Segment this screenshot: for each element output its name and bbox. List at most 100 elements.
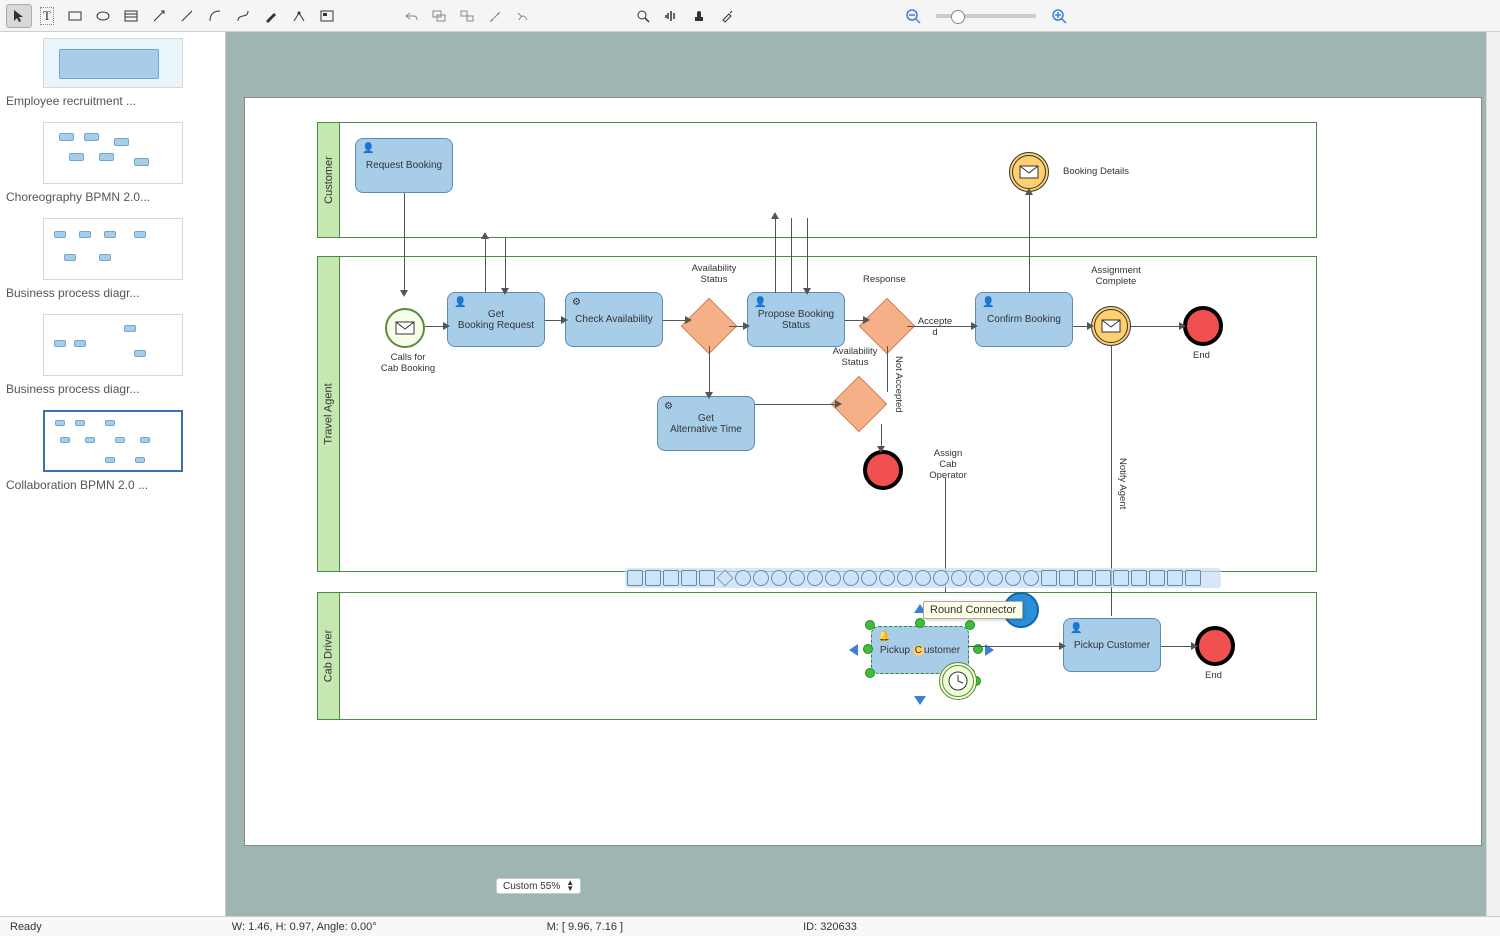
curve-tool[interactable] (202, 4, 228, 28)
connector-tool[interactable] (146, 4, 172, 28)
palette-shape[interactable] (1059, 570, 1075, 586)
palette-shape[interactable] (699, 570, 715, 586)
arrowhead-icon (501, 288, 509, 295)
palette-shape[interactable] (879, 570, 895, 586)
user-icon: 👤 (362, 143, 374, 154)
thumbnail[interactable]: Choreography BPMN 2.0... (6, 122, 219, 204)
thumbnail[interactable]: Collaboration BPMN 2.0 ... (6, 410, 219, 492)
palette-shape[interactable] (1149, 570, 1165, 586)
palette-shape[interactable] (1167, 570, 1183, 586)
palette-shape[interactable] (969, 570, 985, 586)
zoom-in-button[interactable] (1046, 4, 1072, 28)
page-thumbnails-panel: Employee recruitment ... Choreography BP… (0, 32, 226, 916)
pool-customer[interactable]: Customer (317, 122, 1317, 238)
palette-shape[interactable] (825, 570, 841, 586)
align-tool[interactable] (482, 4, 508, 28)
undo-tool[interactable] (398, 4, 424, 28)
palette-shape[interactable] (843, 570, 859, 586)
task-get-booking[interactable]: 👤 GetBooking Request (447, 292, 545, 347)
resize-handle[interactable] (863, 644, 873, 654)
event-timer[interactable] (939, 662, 977, 700)
palette-shape[interactable] (933, 570, 949, 586)
palette-shape[interactable] (987, 570, 1003, 586)
palette-shape[interactable] (789, 570, 805, 586)
rect-tool[interactable] (62, 4, 88, 28)
ellipse-tool[interactable] (90, 4, 116, 28)
resize-handle[interactable] (865, 620, 875, 630)
arrowhead-icon (443, 322, 450, 330)
palette-shape[interactable] (807, 570, 823, 586)
event-booking-details[interactable] (1009, 152, 1049, 192)
task-request-booking[interactable]: 👤 Request Booking (355, 138, 453, 193)
task-check-availability[interactable]: ⚙ Check Availability (565, 292, 663, 347)
task-propose-booking[interactable]: 👤 Propose BookingStatus (747, 292, 845, 347)
palette-shape[interactable] (771, 570, 787, 586)
line-tool[interactable] (174, 4, 200, 28)
thumbnail[interactable]: Employee recruitment ... (6, 38, 219, 108)
eyedropper-tool[interactable] (714, 4, 740, 28)
pool-label: Travel Agent (318, 257, 340, 571)
resize-handle[interactable] (965, 620, 975, 630)
palette-shape[interactable] (717, 570, 734, 587)
stamp-tool[interactable] (686, 4, 712, 28)
pool-cab-driver[interactable]: Cab Driver (317, 592, 1317, 720)
drawing-canvas[interactable]: Customer Travel Agent Cab Driver 👤 Reque… (244, 97, 1482, 846)
palette-shape[interactable] (1005, 570, 1021, 586)
vertical-scrollbar[interactable] (1486, 32, 1500, 916)
palette-shape[interactable] (735, 570, 751, 586)
zoom-slider[interactable] (936, 14, 1036, 18)
palette-shape[interactable] (1095, 570, 1111, 586)
envelope-icon (1019, 165, 1039, 179)
resize-handle[interactable] (865, 668, 875, 678)
pencil-tool[interactable] (258, 4, 284, 28)
task-pickup-customer-2[interactable]: 👤 Pickup Customer (1063, 618, 1161, 672)
palette-shape[interactable] (681, 570, 697, 586)
event-end-3[interactable] (1195, 626, 1235, 666)
palette-shape[interactable] (1023, 570, 1039, 586)
palette-shape[interactable] (1185, 570, 1201, 586)
ungroup-tool[interactable] (454, 4, 480, 28)
edit-points-tool[interactable] (286, 4, 312, 28)
text-tool[interactable]: T (34, 4, 60, 28)
palette-shape[interactable] (951, 570, 967, 586)
shape-lib-tool[interactable] (314, 4, 340, 28)
palette-shape[interactable] (753, 570, 769, 586)
quick-shape-palette[interactable] (625, 568, 1221, 588)
arrowhead-icon (481, 232, 489, 239)
task-get-alternative[interactable]: ⚙ GetAlternative Time (657, 396, 755, 451)
event-end-2[interactable] (863, 450, 903, 490)
table-tool[interactable] (118, 4, 144, 28)
zoom-tool[interactable] (630, 4, 656, 28)
palette-shape[interactable] (1077, 570, 1093, 586)
palette-shape[interactable] (861, 570, 877, 586)
bezier-tool[interactable] (230, 4, 256, 28)
stepper-icon: ▲▼ (566, 880, 574, 892)
connect-handle[interactable] (914, 696, 926, 705)
palette-shape[interactable] (897, 570, 913, 586)
zoom-out-button[interactable] (900, 4, 926, 28)
canvas-area[interactable]: Customer Travel Agent Cab Driver 👤 Reque… (226, 32, 1500, 916)
palette-shape[interactable] (627, 570, 643, 586)
palette-shape[interactable] (915, 570, 931, 586)
palette-shape[interactable] (1041, 570, 1057, 586)
select-tool[interactable] (6, 4, 32, 28)
distribute-tool[interactable] (510, 4, 536, 28)
zoom-combo[interactable]: Custom 55% ▲▼ (496, 878, 581, 894)
connect-handle[interactable] (849, 644, 858, 656)
pan-tool[interactable] (658, 4, 684, 28)
palette-shape[interactable] (1113, 570, 1129, 586)
event-assignment-complete[interactable] (1091, 306, 1131, 346)
palette-shape[interactable] (1131, 570, 1147, 586)
resize-handle[interactable] (915, 618, 925, 628)
thumbnail[interactable]: Business process diagr... (6, 314, 219, 396)
event-end-1[interactable] (1183, 306, 1223, 346)
thumbnail-label: Business process diagr... (6, 382, 219, 396)
group-tool[interactable] (426, 4, 452, 28)
message-flow (1029, 192, 1030, 292)
palette-shape[interactable] (645, 570, 661, 586)
arrowhead-icon (561, 316, 568, 324)
event-calls-start[interactable] (385, 308, 425, 348)
thumbnail[interactable]: Business process diagr... (6, 218, 219, 300)
palette-shape[interactable] (663, 570, 679, 586)
task-confirm-booking[interactable]: 👤 Confirm Booking (975, 292, 1073, 347)
